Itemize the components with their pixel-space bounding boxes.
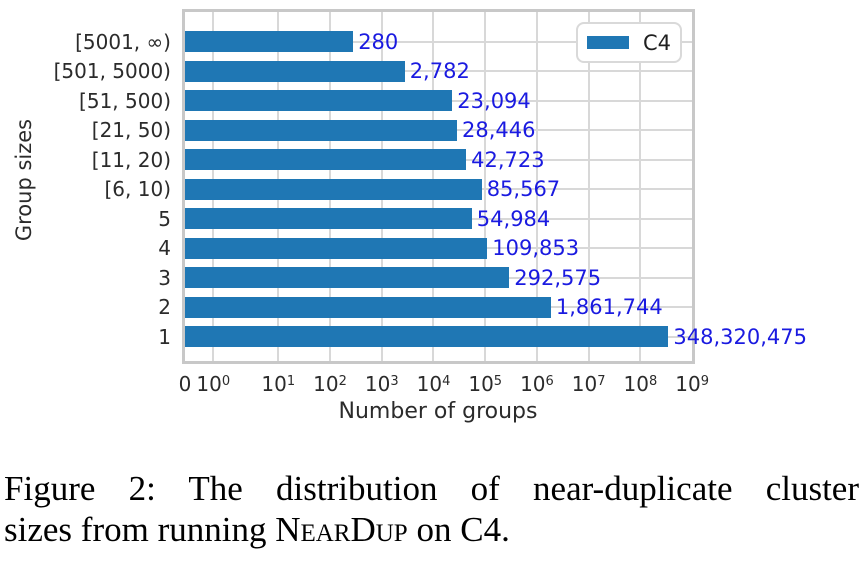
bar	[185, 296, 551, 318]
bar-value-label: 54,984	[476, 206, 551, 231]
bar-value-label: 2,782	[409, 59, 470, 84]
x-tick-label: 0	[178, 372, 192, 396]
bar	[185, 31, 354, 53]
x-tick-label: 107	[571, 372, 606, 396]
bar-value-label: 109,853	[492, 236, 580, 261]
y-tick-label: 4	[158, 236, 171, 261]
x-gridline	[639, 12, 642, 361]
bar-value-label: 85,567	[486, 177, 561, 202]
bar-value-label: 1,861,744	[555, 295, 663, 320]
bar-value-label: 348,320,475	[673, 324, 807, 349]
y-tick-label: 3	[158, 265, 171, 290]
x-tick-label: 102	[313, 372, 347, 396]
bar-value-label: 280	[358, 29, 399, 54]
x-tick-label: 100	[196, 372, 231, 396]
bar	[185, 149, 467, 171]
y-tick-label: [11, 20)	[91, 147, 171, 172]
x-tick-label: 101	[261, 372, 296, 396]
legend-swatch-c4	[587, 36, 629, 49]
caption-line-2-text: sizes from running	[4, 510, 276, 549]
legend-label: C4	[643, 30, 672, 55]
caption-line-2-end: on C4.	[407, 510, 510, 549]
x-tick-label: 109	[675, 372, 709, 396]
y-gridline	[185, 70, 692, 73]
figure-caption: Figure 2: The distribution of near-dupli…	[4, 468, 859, 550]
y-tick-label: 1	[158, 324, 171, 349]
bar	[185, 90, 453, 112]
bar	[185, 60, 405, 82]
caption-line-1: Figure 2: The distribution of near-dupli…	[4, 469, 859, 508]
bar-value-label: 292,575	[514, 265, 602, 290]
legend: C4	[576, 22, 682, 63]
bar	[185, 178, 482, 200]
x-tick-label: 104	[416, 372, 451, 396]
bar-value-label: 42,723	[471, 147, 545, 172]
bar	[185, 267, 510, 289]
x-gridline	[535, 12, 538, 361]
x-tick-label: 105	[468, 372, 503, 396]
bar	[185, 326, 669, 348]
bar	[185, 208, 472, 230]
y-tick-label: [501, 5000)	[53, 59, 171, 84]
y-tick-label: [21, 50)	[91, 118, 171, 143]
x-gridline	[484, 12, 487, 361]
bar-value-label: 28,446	[462, 118, 536, 143]
y-tick-label: 2	[158, 295, 171, 320]
y-tick-label: [6, 10)	[104, 177, 172, 202]
bar	[185, 237, 488, 259]
x-tick-label: 103	[364, 372, 399, 396]
x-axis-title: Number of groups	[338, 399, 538, 424]
y-tick-label: [5001, ∞)	[75, 29, 171, 54]
bar-value-label: 23,094	[457, 88, 531, 113]
neardup-smallcaps: NearDup	[275, 510, 408, 549]
y-gridline	[185, 40, 692, 43]
x-tick-label: 106	[520, 372, 554, 396]
bar	[185, 119, 457, 141]
caption-line-2: sizes from running NearDup on C4.	[4, 509, 859, 550]
plot-area: C4 280 2,782 23,094 28,446 42,723 85,567 54,98…	[182, 9, 807, 364]
y-tick-label: [51, 500)	[79, 88, 171, 113]
y-tick-label: 5	[158, 206, 171, 231]
x-gridline	[587, 12, 590, 361]
x-tick-label: 108	[623, 372, 658, 396]
